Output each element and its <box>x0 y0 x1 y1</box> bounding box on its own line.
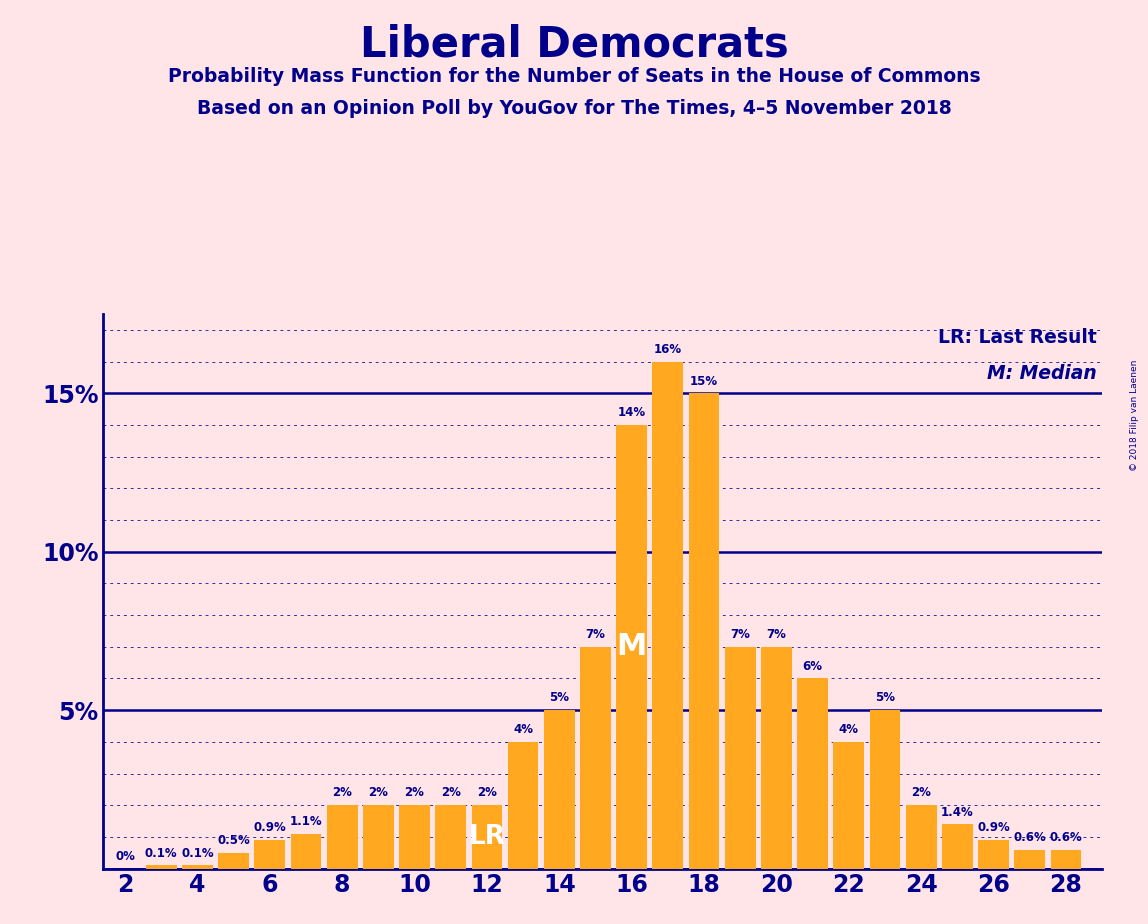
Bar <box>363 805 394 869</box>
Text: 7%: 7% <box>767 628 786 641</box>
Bar <box>507 742 538 869</box>
Text: 4%: 4% <box>839 723 859 736</box>
Text: 0%: 0% <box>115 850 135 863</box>
Bar <box>218 853 249 869</box>
Bar <box>833 742 864 869</box>
Bar <box>580 647 611 869</box>
Text: 1.4%: 1.4% <box>941 806 974 819</box>
Bar <box>183 866 212 869</box>
Bar <box>255 840 285 869</box>
Bar <box>1015 849 1045 869</box>
Text: © 2018 Filip van Laenen: © 2018 Filip van Laenen <box>1130 360 1139 471</box>
Bar <box>1050 849 1081 869</box>
Text: 0.9%: 0.9% <box>254 821 286 834</box>
Text: Liberal Democrats: Liberal Democrats <box>359 23 789 65</box>
Text: LR: LR <box>468 824 505 850</box>
Text: 5%: 5% <box>549 691 569 704</box>
Text: 0.6%: 0.6% <box>1049 831 1083 844</box>
Text: 7%: 7% <box>730 628 750 641</box>
Bar <box>290 833 321 869</box>
Bar <box>327 805 357 869</box>
Bar <box>724 647 755 869</box>
Bar <box>472 805 503 869</box>
Text: 2%: 2% <box>369 786 388 799</box>
Text: 1.1%: 1.1% <box>289 815 323 828</box>
Text: 2%: 2% <box>441 786 460 799</box>
Text: M: M <box>616 632 646 662</box>
Bar <box>797 678 828 869</box>
Bar <box>943 824 972 869</box>
Text: 2%: 2% <box>404 786 425 799</box>
Text: M: Median: M: Median <box>987 364 1097 383</box>
Text: Based on an Opinion Poll by YouGov for The Times, 4–5 November 2018: Based on an Opinion Poll by YouGov for T… <box>196 99 952 118</box>
Bar <box>869 711 900 869</box>
Text: 6%: 6% <box>802 660 823 673</box>
Bar <box>400 805 429 869</box>
Text: 0.6%: 0.6% <box>1014 831 1046 844</box>
Text: 2%: 2% <box>912 786 931 799</box>
Text: Probability Mass Function for the Number of Seats in the House of Commons: Probability Mass Function for the Number… <box>168 67 980 86</box>
Bar <box>652 361 683 869</box>
Bar <box>761 647 792 869</box>
Bar <box>978 840 1009 869</box>
Bar <box>146 866 177 869</box>
Text: 0.5%: 0.5% <box>217 834 250 847</box>
Text: 0.1%: 0.1% <box>145 846 178 859</box>
Text: 2%: 2% <box>332 786 352 799</box>
Text: 4%: 4% <box>513 723 533 736</box>
Text: 14%: 14% <box>618 407 645 419</box>
Text: 0.1%: 0.1% <box>181 846 214 859</box>
Bar <box>544 711 575 869</box>
Text: 0.9%: 0.9% <box>977 821 1010 834</box>
Text: 2%: 2% <box>476 786 497 799</box>
Text: 7%: 7% <box>585 628 605 641</box>
Bar <box>616 425 647 869</box>
Bar <box>906 805 937 869</box>
Text: 16%: 16% <box>653 343 682 356</box>
Text: 5%: 5% <box>875 691 895 704</box>
Bar <box>435 805 466 869</box>
Bar <box>689 394 720 869</box>
Text: LR: Last Result: LR: Last Result <box>938 328 1097 347</box>
Text: 15%: 15% <box>690 374 719 388</box>
